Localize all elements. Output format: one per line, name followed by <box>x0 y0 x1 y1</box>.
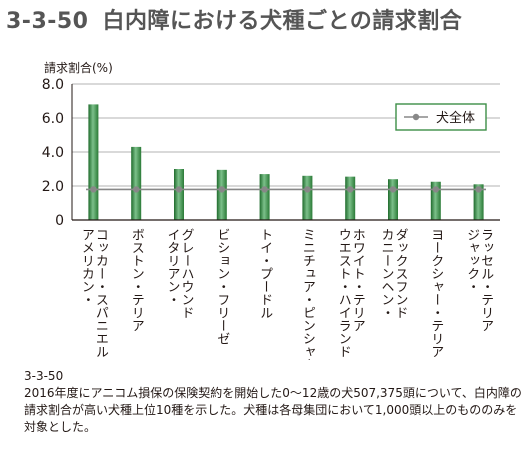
overall-point <box>432 186 439 193</box>
y-tick-label: 0 <box>55 213 64 229</box>
y-tick-label: 4.0 <box>42 145 64 161</box>
overall-point <box>347 186 354 193</box>
overall-point <box>90 186 97 193</box>
overall-point <box>304 186 311 193</box>
x-category-label: ジャック・ ラッセル・テリア <box>464 228 494 332</box>
x-category-label-line: ジャック・ <box>464 228 479 293</box>
x-category-label: トイ・プードル <box>257 228 272 319</box>
x-category-label-line: ウエスト・ハイランド・ <box>336 228 351 360</box>
y-tick-label: 6.0 <box>42 111 64 127</box>
x-category-label-line: ビション・フリーゼ <box>214 228 230 345</box>
x-category-label-line: ラッセル・テリア <box>478 228 494 332</box>
x-category-label-line: グレーハウンド <box>179 228 195 319</box>
y-tick-label: 2.0 <box>42 179 64 195</box>
x-category-label: イタリアン・ グレーハウンド <box>165 228 195 319</box>
y-axis-label: 請求割合(%) <box>44 60 113 75</box>
x-category-label-line: ホワイト・テリア <box>350 228 365 332</box>
bar <box>259 174 270 220</box>
x-category-label-line: ダックスフンド <box>393 228 408 319</box>
bar <box>473 184 484 220</box>
x-category-label: ミニチュア・ピンシャー <box>300 228 315 360</box>
caption-id: 3-3-50 <box>24 369 64 383</box>
overall-point <box>175 186 183 193</box>
y-tick-label: 8.0 <box>42 77 64 93</box>
x-category-label-line: アメリカン・ <box>79 228 94 306</box>
x-category-label-line: ボストン・テリア <box>129 228 144 332</box>
chart-title: 3-3-50 白内障における犬種ごとの請求割合 <box>6 4 462 40</box>
legend-label: 犬全体 <box>436 110 475 126</box>
bar <box>345 176 356 220</box>
x-category-label: ウエスト・ハイランド・ ホワイト・テリア <box>336 228 365 360</box>
x-category-label: アメリカン・ コッカー・スパニエル <box>79 228 109 358</box>
x-category-label-line: カニーンヘン・ <box>379 228 395 319</box>
overall-point <box>133 186 140 193</box>
overall-point <box>261 186 268 193</box>
x-category-label-line: イタリアン・ <box>165 228 180 306</box>
legend-marker <box>412 113 420 121</box>
x-category-label: ビション・フリーゼ <box>214 228 230 345</box>
bar <box>430 181 441 220</box>
x-category-label-line: コッカー・スパニエル <box>93 228 109 358</box>
bar-chart: 請求割合(%) 0 2.0 4.0 6.0 8.0 アメリカン・ コッカー・スパニエル ボストン… <box>42 60 500 360</box>
bar <box>216 169 227 220</box>
figure-caption: 3-3-50 2016年度にアニコム損保の保険契約を開始した0～12歳の犬507… <box>24 368 524 436</box>
bar <box>131 146 142 220</box>
bar <box>388 179 398 220</box>
x-category-label: カニーンヘン・ ダックスフンド <box>379 228 408 319</box>
x-category-label-line: トイ・プードル <box>257 228 272 319</box>
bar <box>174 169 184 220</box>
bar <box>302 175 313 220</box>
x-category-label-line: ミニチュア・ピンシャー <box>300 228 315 360</box>
overall-point <box>218 186 225 193</box>
overall-point <box>475 186 482 193</box>
x-category-label-line: ヨークシャー・テリア <box>428 228 443 358</box>
overall-point <box>389 186 397 193</box>
bar <box>88 104 99 220</box>
x-category-label: ボストン・テリア <box>129 228 144 332</box>
caption-text: 2016年度にアニコム損保の保険契約を開始した0～12歳の犬507,375頭につ… <box>24 386 522 434</box>
figure-number: 3-3-50 <box>6 9 89 34</box>
figure-title: 白内障における犬種ごとの請求割合 <box>102 9 463 34</box>
x-category-label: ヨークシャー・テリア <box>428 228 443 358</box>
